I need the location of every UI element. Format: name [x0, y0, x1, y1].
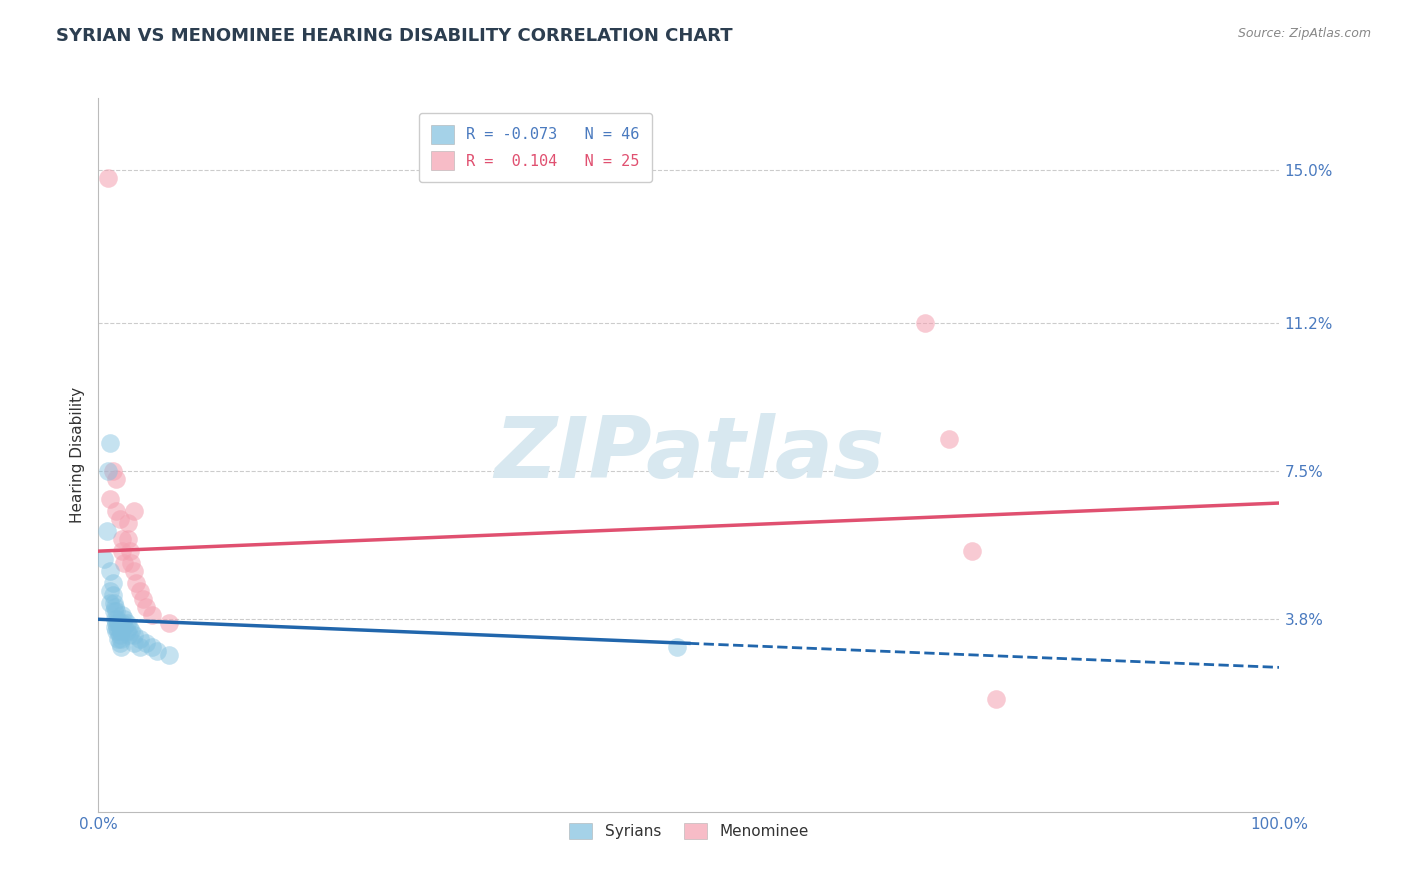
Point [105, 472, 128, 486]
Point [105, 504, 128, 518]
Point [105, 620, 128, 634]
Point [118, 620, 141, 634]
Y-axis label: Hearing Disability: Hearing Disability [69, 387, 84, 523]
Point [122, 636, 145, 650]
Point [115, 624, 138, 639]
Point [98, 491, 121, 506]
Point [121, 624, 143, 639]
Point [107, 624, 129, 639]
Point [93, 552, 115, 566]
Point [98, 564, 121, 578]
Point [105, 604, 128, 618]
Point [98, 436, 121, 450]
Text: ZIPatlas: ZIPatlas [494, 413, 884, 497]
Point [107, 616, 129, 631]
Point [97, 464, 120, 478]
Point [103, 604, 125, 618]
Point [984, 692, 1007, 706]
Point [107, 632, 129, 647]
Point [104, 612, 127, 626]
Point [104, 620, 127, 634]
Point [125, 576, 148, 591]
Point [117, 516, 139, 530]
Point [103, 596, 125, 610]
Point [101, 464, 124, 478]
Point [108, 620, 131, 634]
Point [938, 432, 960, 446]
Point [157, 648, 180, 663]
Point [112, 620, 135, 634]
Point [110, 624, 132, 639]
Point [962, 544, 984, 558]
Legend: Syrians, Menominee: Syrians, Menominee [562, 815, 815, 847]
Point [135, 600, 157, 615]
Point [141, 608, 163, 623]
Point [118, 628, 141, 642]
Point [122, 628, 145, 642]
Point [128, 640, 150, 655]
Point [111, 544, 134, 558]
Point [98, 596, 121, 610]
Point [105, 616, 128, 631]
Point [122, 564, 145, 578]
Point [121, 556, 143, 570]
Point [108, 628, 131, 642]
Point [115, 616, 138, 631]
Point [132, 592, 155, 607]
Point [105, 612, 128, 626]
Point [108, 512, 131, 526]
Point [146, 644, 169, 658]
Point [97, 171, 120, 186]
Point [110, 632, 132, 647]
Point [112, 556, 135, 570]
Text: Source: ZipAtlas.com: Source: ZipAtlas.com [1237, 27, 1371, 40]
Point [135, 636, 157, 650]
Point [120, 544, 142, 558]
Point [128, 584, 150, 599]
Point [108, 636, 131, 650]
Point [105, 624, 128, 639]
Point [141, 640, 163, 655]
Point [122, 504, 145, 518]
Point [117, 532, 139, 546]
Text: SYRIAN VS MENOMINEE HEARING DISABILITY CORRELATION CHART: SYRIAN VS MENOMINEE HEARING DISABILITY C… [56, 27, 733, 45]
Point [157, 616, 180, 631]
Point [112, 612, 135, 626]
Point [666, 640, 689, 655]
Point [111, 608, 134, 623]
Point [98, 584, 121, 599]
Point [101, 576, 124, 591]
Point [101, 588, 124, 602]
Point [111, 616, 134, 631]
Point [96, 524, 118, 538]
Point [111, 532, 134, 546]
Point [104, 600, 127, 615]
Point [128, 632, 150, 647]
Point [110, 640, 132, 655]
Point [914, 316, 936, 330]
